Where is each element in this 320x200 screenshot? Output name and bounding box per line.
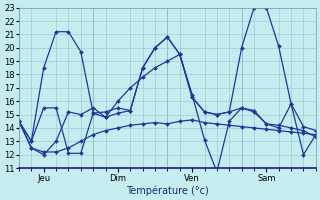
X-axis label: Température (°c): Température (°c): [126, 185, 209, 196]
